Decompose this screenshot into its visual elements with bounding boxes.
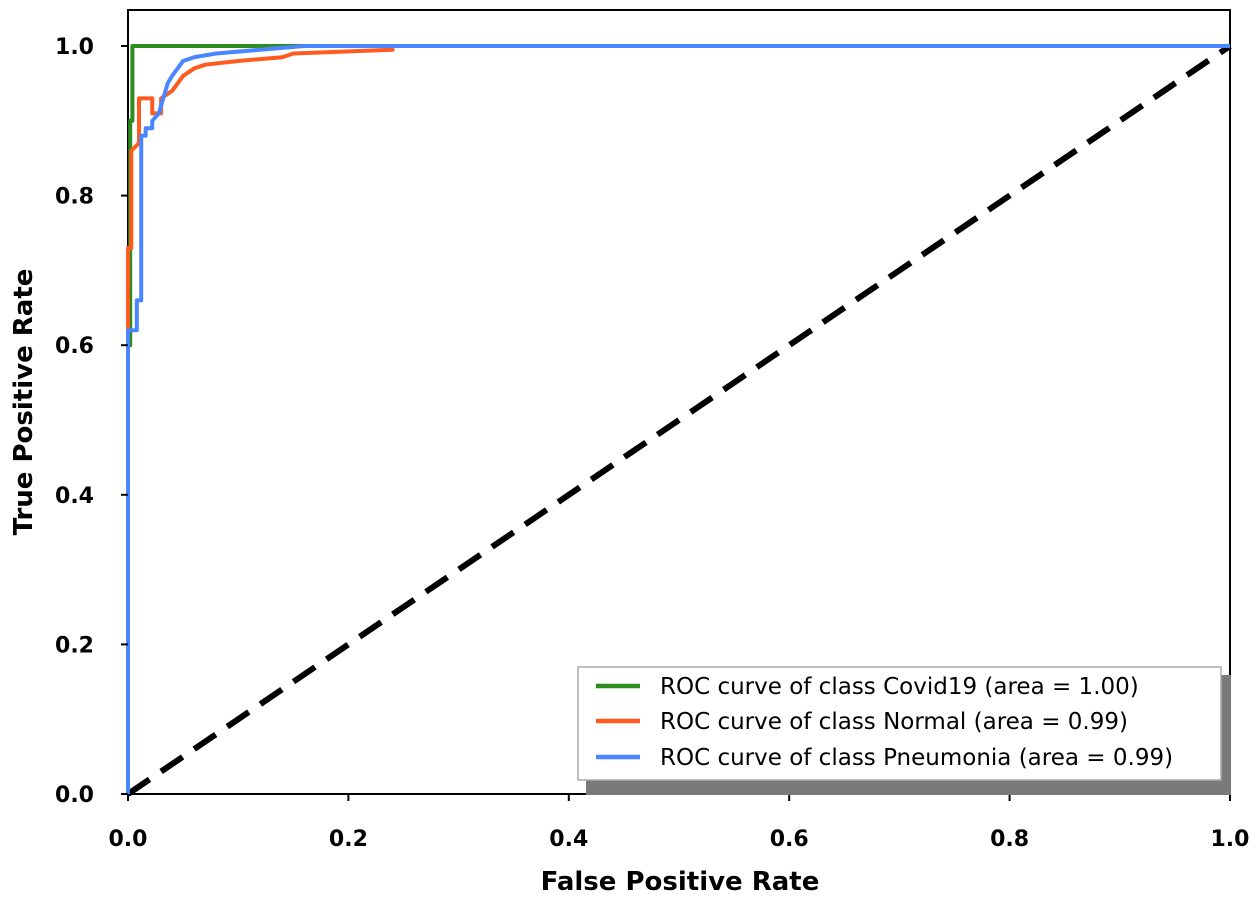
legend-label-normal: ROC curve of class Normal (area = 0.99) <box>660 709 1128 735</box>
x-tick-label: 0.0 <box>109 827 148 852</box>
legend: ROC curve of class Covid19 (area = 1.00)… <box>577 666 1231 795</box>
legend-label-covid19: ROC curve of class Covid19 (area = 1.00) <box>660 674 1139 700</box>
roc-line-pneumonia <box>126 44 1230 794</box>
x-tick-label: 0.6 <box>770 827 809 852</box>
legend-label-pneumonia: ROC curve of class Pneumonia (area = 0.9… <box>660 745 1173 771</box>
roc-line-normal <box>126 44 1230 794</box>
y-tick-label: 0.6 <box>55 334 94 359</box>
x-tick-label: 0.8 <box>990 827 1029 852</box>
y-axis-label: True Positive Rate <box>9 269 39 536</box>
y-tick-label: 0.8 <box>55 185 94 210</box>
x-tick-label: 0.2 <box>329 827 368 852</box>
x-axis-label: False Positive Rate <box>541 867 820 897</box>
x-tick-label: 0.4 <box>549 827 588 852</box>
plot-frame <box>127 9 1231 795</box>
y-axis-ticks: 0.0 0.2 0.4 0.6 0.8 1.0 <box>55 35 128 808</box>
x-axis-ticks: 0.0 0.2 0.4 0.6 0.8 1.0 <box>109 794 1250 852</box>
y-tick-label: 0.2 <box>55 633 94 658</box>
y-tick-label: 0.0 <box>55 783 94 808</box>
x-tick-label: 1.0 <box>1211 827 1250 852</box>
diagonal-reference-line <box>126 43 1232 797</box>
legend-box <box>577 666 1222 781</box>
y-tick-label: 1.0 <box>55 35 94 60</box>
y-tick-label: 0.4 <box>55 484 94 509</box>
